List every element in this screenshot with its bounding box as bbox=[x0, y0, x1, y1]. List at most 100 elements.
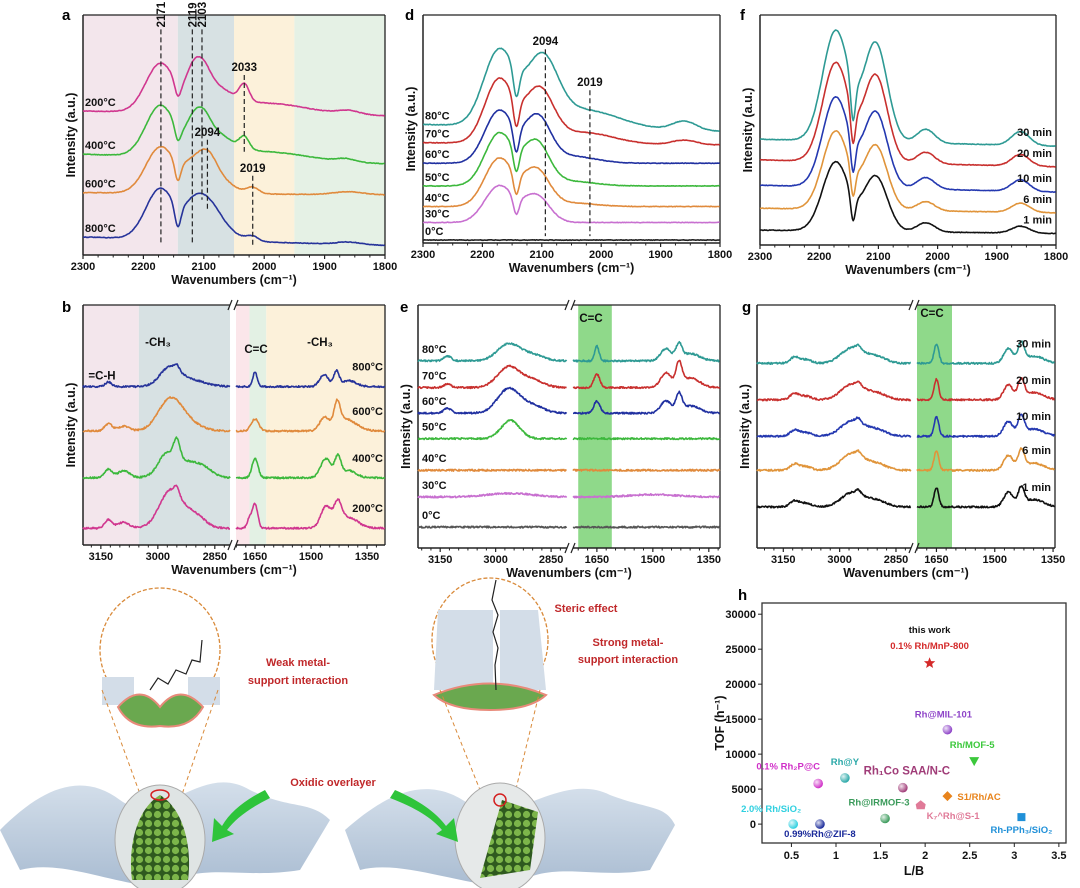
x-tick-label: 3150 bbox=[89, 551, 113, 563]
x-axis-label: Wavenumbers (cm⁻¹) bbox=[171, 273, 297, 287]
series-label: 40°C bbox=[425, 193, 450, 205]
data-point-label: Rh/MOF-5 bbox=[950, 740, 996, 751]
band-annotation: C=C bbox=[244, 344, 267, 356]
series-line-0-c bbox=[572, 525, 721, 529]
x-tick-label: 0.5 bbox=[784, 850, 799, 862]
x-axis-label: Wavenumbers (cm⁻¹) bbox=[506, 566, 632, 580]
x-tick-label: 2200 bbox=[470, 249, 494, 261]
series-label: 800°C bbox=[85, 223, 116, 235]
x-tick-label: 1800 bbox=[708, 249, 732, 261]
data-point-label: 0.1% Rh/MnP-800 bbox=[890, 641, 969, 652]
series-line-400-c bbox=[82, 104, 385, 165]
x-tick-label: 2300 bbox=[71, 261, 95, 273]
x-tick-label: 1 bbox=[833, 850, 839, 862]
peak-label: 2119 bbox=[187, 2, 199, 27]
series-line-400-c bbox=[235, 453, 386, 480]
x-axis-label: Wavenumbers (cm⁻¹) bbox=[843, 566, 969, 580]
panel-letter-e: e bbox=[400, 299, 408, 316]
series-line-30-c bbox=[572, 493, 721, 499]
y-tick-label: 0 bbox=[750, 819, 756, 831]
x-axis-label: Wavenumbers (cm⁻¹) bbox=[509, 261, 635, 275]
series-label: 20 min bbox=[1016, 375, 1051, 387]
band-annotation: C=C bbox=[579, 313, 602, 325]
data-point-pentagon bbox=[915, 800, 926, 810]
axis-break-mark bbox=[564, 542, 570, 554]
peak-label: 2103 bbox=[197, 2, 209, 28]
data-point-highlight bbox=[880, 813, 890, 824]
y-tick-label: 25000 bbox=[725, 644, 756, 656]
pore-wall bbox=[434, 610, 493, 690]
x-tick-label: 2000 bbox=[589, 249, 613, 261]
series-line-10-min bbox=[759, 96, 1056, 194]
panel-d: d 2300 2200 2100 2000 1900 1800 Wavenumbers (cm… bbox=[404, 7, 732, 275]
series-line-600-c bbox=[82, 146, 385, 196]
shaded-band bbox=[294, 15, 385, 255]
band-annotation: =C-H bbox=[88, 370, 115, 382]
series-line-20-min bbox=[759, 61, 1056, 168]
series-line-0-c bbox=[417, 525, 568, 529]
series-label: 200°C bbox=[85, 97, 116, 109]
label-strong-msi-1: Strong metal- bbox=[593, 637, 664, 649]
x-axis-label: Wavenumbers (cm⁻¹) bbox=[171, 563, 297, 577]
axis-break-mark bbox=[914, 299, 920, 311]
y-axis-label: Intensity (a.u.) bbox=[404, 87, 418, 172]
this-work-note: this work bbox=[909, 625, 951, 636]
series-line-40-c bbox=[572, 468, 721, 472]
panel-a: a 2300 2200 2100 2000 1900 1800 Wavenumbers (cm… bbox=[62, 1, 397, 287]
series-label: 20 min bbox=[1017, 148, 1052, 160]
panel-e: e 3150 3000 2850 1650 1500 1350 Wavenumbers (cm… bbox=[399, 299, 721, 580]
shaded-band bbox=[236, 305, 250, 545]
x-tick-label: 2100 bbox=[192, 261, 216, 273]
data-point-label: Rh₁Co SAA/N-C bbox=[864, 766, 951, 778]
data-point-triangle-down bbox=[969, 757, 980, 767]
label-steric-effect: Steric effect bbox=[555, 603, 618, 615]
series-line-10-min bbox=[916, 413, 1056, 438]
panel-letter-d: d bbox=[405, 7, 414, 24]
series-label: 30 min bbox=[1016, 338, 1051, 350]
x-tick-label: 2.5 bbox=[962, 850, 977, 862]
series-label: 30°C bbox=[422, 480, 447, 492]
y-axis-label: TOF (h⁻¹) bbox=[713, 696, 727, 751]
x-tick-label: 1500 bbox=[641, 554, 665, 566]
axis-break-mark bbox=[570, 299, 576, 311]
series-label: 40°C bbox=[422, 453, 447, 465]
series-line-10-min bbox=[756, 416, 912, 438]
series-line-200-c bbox=[235, 498, 386, 530]
axis-break-mark bbox=[908, 299, 914, 311]
series-line-800-c bbox=[82, 187, 385, 247]
x-tick-label: 3150 bbox=[771, 554, 795, 566]
panel-b: b 3150 3000 2850 1650 1500 1350 Wavenumbers (cm… bbox=[62, 299, 386, 577]
x-tick-label: 1350 bbox=[697, 554, 721, 566]
axis-break-mark bbox=[233, 299, 239, 311]
data-point-diamond bbox=[942, 791, 953, 802]
series-label: 30 min bbox=[1017, 127, 1052, 139]
x-tick-label: 1650 bbox=[243, 551, 267, 563]
data-point-highlight bbox=[898, 782, 908, 793]
highlight-ring bbox=[150, 789, 170, 801]
label-weak-msi-1: Weak metal- bbox=[266, 657, 330, 669]
panel-letter-f: f bbox=[740, 7, 746, 24]
series-line-1-min bbox=[759, 160, 1056, 235]
axis-break-mark bbox=[227, 299, 233, 311]
x-tick-label: 3000 bbox=[146, 551, 170, 563]
band-annotation: -CH₃ bbox=[307, 337, 333, 349]
series-label: 60°C bbox=[422, 396, 447, 408]
series-line-70-c bbox=[422, 77, 721, 146]
series-label: 400°C bbox=[352, 453, 383, 465]
data-point-label: 2.0% Rh/SiO₂ bbox=[741, 804, 801, 815]
y-tick-label: 20000 bbox=[725, 679, 756, 691]
peak-label: 2094 bbox=[533, 36, 559, 48]
series-line-80-c bbox=[422, 47, 720, 132]
series-label: 50°C bbox=[425, 172, 450, 184]
series-line-6-min bbox=[916, 447, 1055, 472]
series-line-0-c bbox=[422, 239, 720, 242]
x-tick-label: 2300 bbox=[411, 249, 435, 261]
data-point-highlight bbox=[942, 724, 953, 735]
data-point-label: Rh@IRMOF-3 bbox=[849, 798, 910, 809]
series-line-40-c bbox=[422, 157, 720, 208]
metal-core-right bbox=[480, 800, 538, 878]
series-line-50-c bbox=[422, 131, 721, 188]
series-label: 600°C bbox=[352, 406, 383, 418]
x-tick-label: 2200 bbox=[131, 261, 155, 273]
